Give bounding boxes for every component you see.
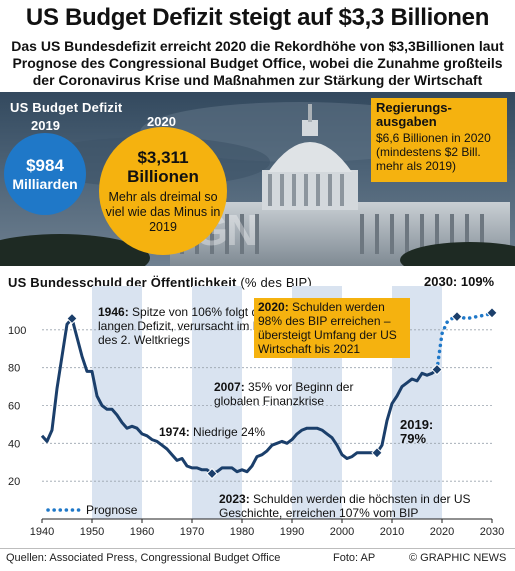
deficit-2020-unit: Billionen <box>127 166 199 186</box>
y-tick-label-80: 80 <box>8 363 20 375</box>
deficit-2019-circle: $984 Milliarden <box>4 133 86 215</box>
annotation-2019-text: 79% <box>400 431 427 446</box>
x-tick-label-1980: 1980 <box>230 526 254 538</box>
x-tick-label-1990: 1990 <box>280 526 304 538</box>
annotation-2019-year: 2019: <box>400 417 434 432</box>
x-tick-label-1950: 1950 <box>80 526 104 538</box>
highlight-point-2007 <box>371 447 383 459</box>
annotation-2030-year: 2030: <box>424 274 458 289</box>
debt-line <box>40 317 438 476</box>
y-axis: 20 40 60 80 100 <box>8 325 26 488</box>
spending-text: $6,6 Billionen in 2020 (mindestens $2 Bi… <box>376 131 491 173</box>
annotation-2007: 2007: 35% vor Beginn der globalen Finanz… <box>214 380 374 408</box>
highlight-point-2019 <box>431 363 443 376</box>
page-title: US Budget Defizit steigt auf $3,3 Billio… <box>25 4 490 31</box>
year-2019-label: 2019 <box>31 118 60 133</box>
highlight-point-2023 <box>451 310 463 323</box>
decade-shade-1970 <box>192 286 242 519</box>
chart-legend: Prognose <box>46 503 138 517</box>
deficit-2020-value: $3,311 <box>137 147 189 167</box>
footer-photo-credit: Foto: AP <box>333 552 376 564</box>
x-tick-label-1960: 1960 <box>130 526 154 538</box>
footer-divider <box>0 548 515 549</box>
highlight-point-2030 <box>486 307 498 319</box>
forecast-line <box>435 311 494 372</box>
annotation-2007-text: 35% vor Beginn der globalen Finanzkrise <box>214 380 354 408</box>
x-axis: 1940 1950 1960 1970 1980 1990 2000 2010 2020 2030 <box>30 518 504 538</box>
annotation-1974-year: 1974: <box>159 425 190 439</box>
x-tick-label-1970: 1970 <box>180 526 204 538</box>
y-tick-label-20: 20 <box>8 476 20 488</box>
annotation-2020: 2020: Schulden werden 98% des BIP erreic… <box>254 298 410 358</box>
annotation-1946-year: 1946: <box>98 305 129 319</box>
spending-heading: Regierungs-ausgaben <box>376 100 452 129</box>
deficit-2019-value: $984 <box>26 155 64 175</box>
annotation-1946-text: Spitze von 106% folgt dem langen Defizit… <box>98 305 277 347</box>
deficit-2020-circle: $3,311 Billionen Mehr als dreimal so vie… <box>99 127 227 255</box>
year-2020-label: 2020 <box>147 114 176 129</box>
footer-sources: Quellen: Associated Press, Congressional… <box>6 552 281 564</box>
annotation-2020-year: 2020: <box>258 300 289 314</box>
deficit-2019-unit: Milliarden <box>12 175 78 192</box>
y-tick-label-60: 60 <box>8 401 20 413</box>
legend-forecast-label: Prognose <box>86 503 138 517</box>
annotation-2019: 2019: 79% <box>400 418 444 446</box>
x-tick-label-2010: 2010 <box>380 526 404 538</box>
highlight-point-1946 <box>66 312 78 325</box>
highlight-points <box>66 307 498 480</box>
deficit-2020-note: Mehr als dreimal so viel wie das Minus i… <box>105 189 221 234</box>
annotation-2030: 2030: 109% <box>424 275 510 289</box>
y-tick-label-100: 100 <box>8 325 26 337</box>
annotation-2023-text: Schulden werden die höchsten in der US G… <box>219 492 471 520</box>
annotation-2020-text: Schulden werden 98% des BIP erreichen – … <box>258 300 397 356</box>
x-tick-label-1940: 1940 <box>30 526 54 538</box>
footer-brand: © GRAPHIC NEWS <box>409 552 507 564</box>
annotation-2030-text: 109% <box>457 274 495 289</box>
x-tick-label-2020: 2020 <box>430 526 454 538</box>
deficit-section-label: US Budget Defizit <box>10 100 123 115</box>
annotation-2023-year: 2023: <box>219 492 250 506</box>
chart-title-main: US Bundesschuld der Öffentlichkeit <box>8 275 237 290</box>
x-tick-label-2000: 2000 <box>330 526 354 538</box>
spending-box: Regierungs-ausgaben $6,6 Billionen in 20… <box>371 98 507 182</box>
highlight-point-1974 <box>206 467 218 480</box>
annotation-2023: 2023: Schulden werden die höchsten in de… <box>219 492 505 520</box>
annotation-1974: 1974: Niedrige 24% <box>159 425 299 439</box>
annotation-2007-year: 2007: <box>214 380 245 394</box>
annotation-1946: 1946: Spitze von 106% folgt dem langen D… <box>98 305 284 347</box>
x-tick-label-2030: 2030 <box>480 526 504 538</box>
annotation-1974-text: Niedrige 24% <box>189 425 266 439</box>
y-tick-label-40: 40 <box>8 438 20 450</box>
